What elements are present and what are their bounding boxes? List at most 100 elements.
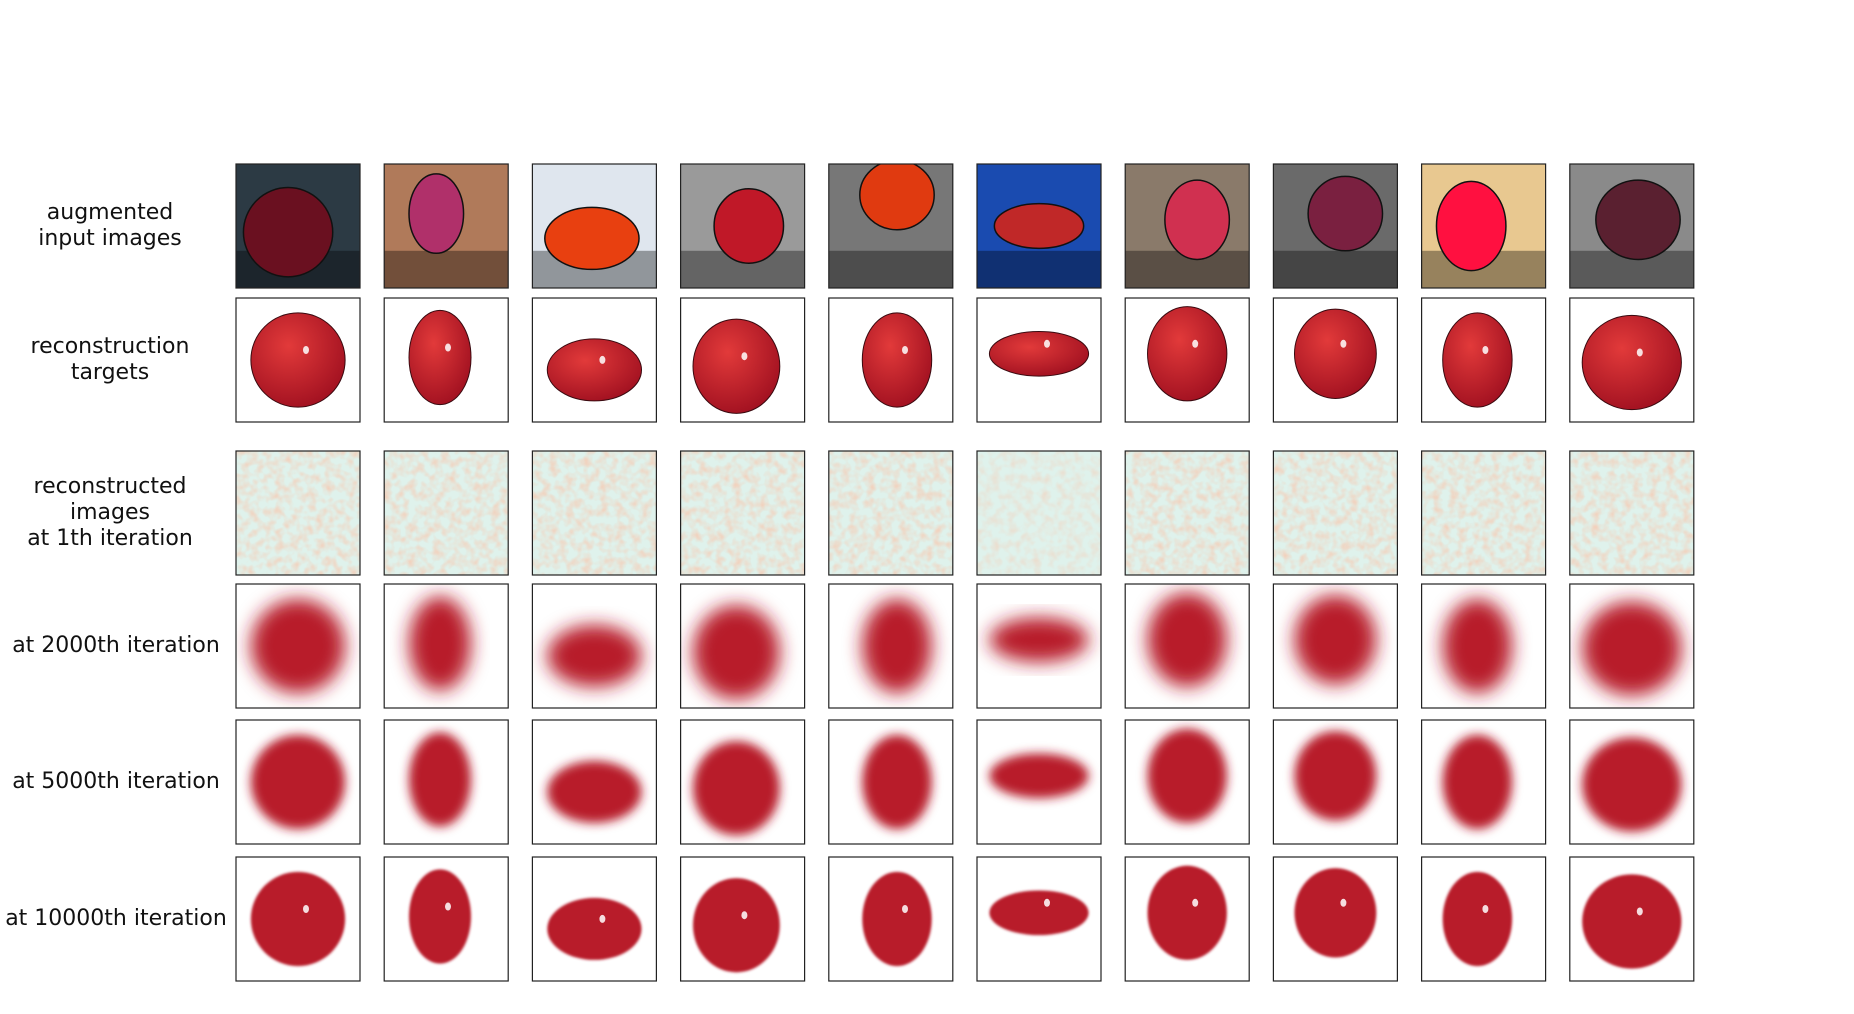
object	[544, 206, 640, 271]
image	[532, 164, 657, 288]
image-cell	[1420, 719, 1547, 845]
image-cell	[383, 297, 509, 423]
image	[1273, 451, 1398, 575]
noise	[688, 459, 797, 567]
image	[1569, 720, 1694, 844]
image	[680, 451, 805, 575]
image-frame	[1124, 583, 1250, 709]
image	[532, 298, 657, 422]
row-label: at 2000th iteration	[12, 633, 220, 658]
object	[989, 753, 1089, 799]
image-cell	[531, 719, 658, 845]
image-frame	[1420, 297, 1547, 423]
image-cell	[531, 163, 658, 289]
image-frame	[1569, 856, 1695, 982]
image	[1273, 857, 1398, 981]
image-frame	[1272, 450, 1399, 576]
image	[680, 584, 805, 708]
highlight	[1192, 898, 1199, 907]
highlight	[741, 911, 748, 920]
image-cell	[531, 450, 658, 576]
image-frame	[383, 719, 509, 845]
image-frame	[1124, 297, 1250, 423]
image	[680, 298, 805, 422]
image	[1125, 298, 1250, 422]
image-frame	[383, 297, 509, 423]
image	[1273, 298, 1398, 422]
image-cell	[383, 163, 509, 289]
object	[1147, 728, 1227, 823]
image-frame	[1272, 297, 1399, 423]
image	[384, 720, 509, 844]
object	[250, 598, 346, 694]
object	[1442, 734, 1513, 830]
object	[1581, 314, 1682, 411]
image-cell	[828, 297, 954, 423]
highlight	[741, 352, 748, 361]
image	[977, 584, 1101, 708]
image	[532, 584, 657, 708]
image-frame	[531, 583, 658, 709]
highlight	[1340, 339, 1347, 348]
object	[1294, 731, 1377, 821]
object	[989, 617, 1089, 663]
object	[1164, 179, 1231, 261]
image	[236, 720, 360, 844]
image-frame	[1124, 163, 1250, 289]
image-frame	[383, 856, 509, 982]
image	[828, 720, 953, 844]
image-cell	[1569, 450, 1695, 576]
image-frame	[1272, 719, 1399, 845]
image	[1569, 164, 1694, 288]
ground	[1273, 250, 1398, 288]
highlight	[303, 346, 309, 354]
image-frame	[976, 583, 1102, 709]
row-label: at 10000th iteration	[5, 906, 227, 931]
image	[977, 451, 1101, 575]
highlight	[599, 355, 606, 364]
object	[1294, 595, 1377, 685]
image-frame	[679, 583, 806, 709]
image-frame	[1569, 450, 1695, 576]
image-frame	[828, 719, 954, 845]
image	[236, 451, 360, 575]
object	[993, 202, 1085, 250]
object	[693, 878, 780, 973]
image-frame	[531, 450, 658, 576]
image-cell	[1569, 583, 1695, 709]
image	[1421, 164, 1546, 288]
image	[828, 451, 953, 575]
image	[828, 857, 953, 981]
noise	[985, 459, 1093, 567]
image	[1421, 857, 1546, 981]
image-cell	[976, 163, 1102, 289]
image-cell	[531, 856, 658, 982]
image-frame	[1124, 856, 1250, 982]
object	[1442, 598, 1513, 694]
image-frame	[1420, 719, 1547, 845]
image-frame	[828, 856, 954, 982]
object	[859, 164, 935, 231]
object	[692, 318, 781, 414]
object	[861, 312, 933, 408]
image-cell	[679, 719, 806, 845]
row-label: targets	[71, 360, 149, 385]
object	[242, 186, 334, 278]
noise	[392, 459, 501, 567]
image-cell	[235, 719, 361, 845]
object	[409, 869, 471, 964]
image-cell	[531, 583, 658, 709]
noise	[540, 459, 649, 567]
image	[1125, 584, 1250, 708]
image-cell	[679, 450, 806, 576]
image-cell	[1272, 450, 1399, 576]
image-frame	[383, 450, 509, 576]
image	[384, 298, 509, 422]
object	[988, 330, 1090, 377]
object	[1442, 312, 1513, 408]
image	[1125, 451, 1250, 575]
image-cell	[383, 450, 509, 576]
image-cell	[1420, 297, 1547, 423]
highlight	[1636, 348, 1643, 357]
